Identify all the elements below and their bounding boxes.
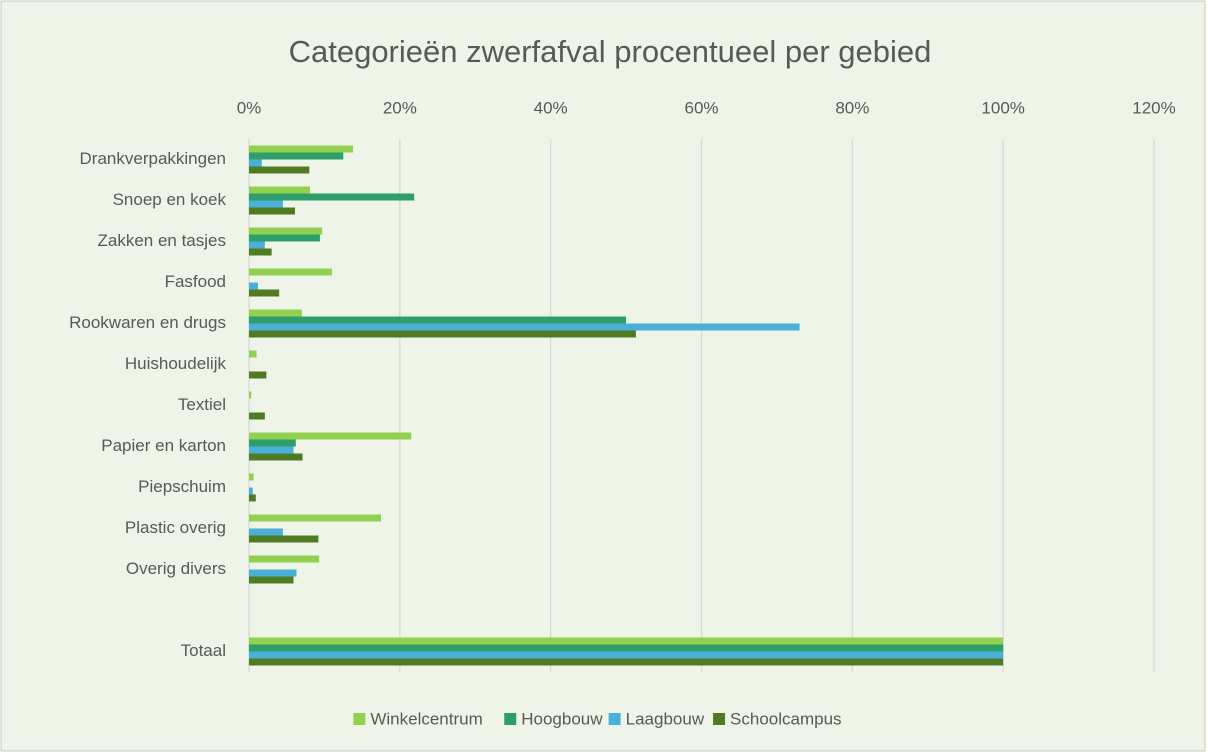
y-tick-label: Zakken en tasjes <box>97 231 226 250</box>
bar <box>249 330 636 338</box>
bar <box>249 651 1004 659</box>
legend-swatch <box>353 713 366 725</box>
bar <box>249 446 294 454</box>
y-tick-label: Huishoudelijk <box>125 354 227 373</box>
bar <box>249 658 1004 666</box>
x-tick-label: 80% <box>835 98 869 117</box>
y-tick-label: Rookwaren en drugs <box>69 313 226 332</box>
bar <box>249 166 310 174</box>
legend-swatch <box>504 713 517 725</box>
bar <box>249 514 381 522</box>
bar <box>249 644 1004 652</box>
bar <box>249 569 297 577</box>
legend-label: Winkelcentrum <box>370 709 482 728</box>
y-tick-label: Snoep en koek <box>113 190 227 209</box>
legend-label: Hoogbouw <box>521 709 603 728</box>
bar <box>249 241 265 249</box>
x-tick-label: 40% <box>534 98 568 117</box>
bar <box>249 145 354 153</box>
bar <box>249 152 344 160</box>
x-tick-label: 0% <box>237 98 262 117</box>
bar <box>249 432 412 440</box>
y-tick-label: Totaal <box>181 641 226 660</box>
x-tick-label: 120% <box>1132 98 1175 117</box>
chart-title: Categorieën zwerfafval procentueel per g… <box>289 34 932 69</box>
bar <box>249 268 332 276</box>
legend-swatch <box>608 713 621 725</box>
bar <box>249 309 302 317</box>
bar <box>249 391 252 399</box>
bar <box>249 207 296 215</box>
bar <box>249 289 280 297</box>
bar <box>249 576 294 584</box>
y-tick-label: Drankverpakkingen <box>80 149 226 168</box>
bar <box>249 248 272 256</box>
y-tick-label: Piepschuim <box>138 477 226 496</box>
y-tick-label: Overig divers <box>126 559 226 578</box>
legend-swatch <box>713 713 726 725</box>
x-tick-label: 100% <box>981 98 1024 117</box>
bar <box>249 412 265 420</box>
bar <box>249 323 800 331</box>
x-tick-label: 60% <box>684 98 718 117</box>
bar <box>249 200 283 208</box>
bar <box>249 234 320 242</box>
bar <box>249 186 311 194</box>
bar <box>249 193 415 201</box>
x-tick-label: 20% <box>383 98 417 117</box>
bar <box>249 159 262 167</box>
bar <box>249 453 303 461</box>
bar <box>249 439 296 447</box>
bar <box>249 535 319 543</box>
bar <box>249 487 253 495</box>
bar <box>249 494 256 502</box>
bar <box>249 282 259 290</box>
bar <box>249 350 257 358</box>
y-tick-label: Fasfood <box>165 272 226 291</box>
y-tick-label: Papier en karton <box>101 436 226 455</box>
bar <box>249 473 254 481</box>
bar <box>249 637 1004 645</box>
bar <box>249 227 323 235</box>
legend-label: Laagbouw <box>626 709 705 728</box>
legend-label: Schoolcampus <box>730 709 842 728</box>
bar <box>249 316 627 324</box>
bar <box>249 371 267 379</box>
bar <box>249 528 283 536</box>
y-tick-label: Textiel <box>178 395 226 414</box>
bar <box>249 555 320 563</box>
y-tick-label: Plastic overig <box>125 518 226 537</box>
